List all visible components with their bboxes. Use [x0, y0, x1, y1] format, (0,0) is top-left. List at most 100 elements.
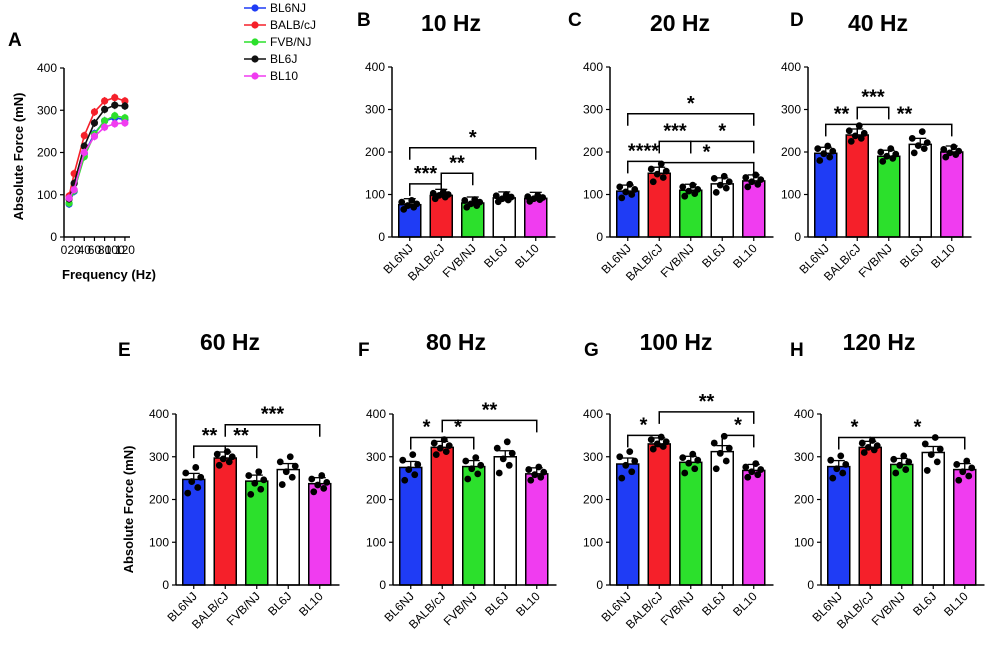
data-point	[408, 197, 416, 204]
data-point	[933, 458, 941, 466]
data-point	[507, 193, 515, 201]
category-label: BL6J	[699, 241, 728, 270]
y-tick-label: 300	[366, 450, 386, 464]
panel-letter-f: F	[358, 340, 370, 361]
data-point	[111, 93, 119, 102]
panel-title: 10 Hz	[421, 10, 481, 36]
y-tick-label: 300	[794, 450, 814, 464]
bar-bl6nj	[814, 152, 838, 238]
data-point	[816, 157, 824, 164]
data-point	[101, 117, 109, 125]
y-tick-label: 400	[37, 61, 57, 75]
data-point	[829, 474, 837, 482]
data-point	[685, 187, 693, 195]
y-tick-label: 300	[583, 103, 603, 117]
data-point	[535, 463, 543, 471]
significance-bracket	[658, 161, 755, 175]
data-point	[814, 145, 822, 153]
panel-title: 120 Hz	[843, 329, 916, 355]
data-point	[320, 484, 328, 492]
y-tick-label: 200	[781, 145, 801, 159]
data-point	[847, 137, 855, 145]
data-point	[716, 181, 724, 189]
data-point	[184, 489, 192, 497]
data-point	[288, 473, 296, 481]
category-label: BL10	[296, 589, 326, 619]
data-point	[710, 174, 718, 182]
x-tick-label: 80	[98, 243, 112, 257]
data-point	[111, 120, 119, 128]
panel-title: 80 Hz	[426, 329, 486, 355]
y-tick-label: 400	[365, 60, 385, 74]
significance-label: *	[718, 120, 726, 142]
data-point	[442, 448, 450, 456]
legend-label: BL6NJ	[270, 1, 306, 15]
data-point	[472, 454, 480, 462]
data-point	[505, 461, 513, 469]
data-point	[873, 442, 881, 450]
data-point	[618, 194, 626, 202]
significance-label: **	[482, 399, 498, 421]
category-label: FVB/NJ	[440, 241, 479, 280]
data-point	[748, 178, 756, 186]
x-tick-label: 20	[67, 243, 81, 257]
category-label: FVB/NJ	[869, 589, 908, 628]
data-point	[622, 188, 630, 196]
data-point	[927, 451, 935, 459]
y-tick-label: 100	[583, 535, 603, 549]
data-point	[689, 450, 697, 458]
panel-title: 100 Hz	[640, 329, 713, 355]
y-tick-label: 400	[366, 407, 386, 421]
category-label: BL6J	[481, 241, 510, 270]
bar-bl10	[525, 473, 549, 586]
significance-bracket	[869, 436, 966, 450]
data-point	[662, 438, 670, 446]
significance-label: ***	[414, 163, 438, 185]
data-point	[955, 476, 963, 484]
data-point	[892, 469, 900, 477]
data-point	[65, 194, 73, 202]
data-point	[953, 461, 961, 468]
data-point	[877, 148, 885, 156]
data-point	[121, 97, 129, 105]
data-point	[757, 176, 765, 184]
data-point	[754, 471, 762, 479]
data-point	[827, 456, 835, 464]
y-tick-label: 400	[149, 407, 169, 421]
data-point	[905, 458, 913, 466]
data-point	[291, 462, 299, 470]
significance-bracket	[658, 411, 755, 424]
significance-label: *	[469, 127, 477, 149]
data-point	[503, 438, 511, 446]
bar-bl6j	[493, 456, 517, 586]
data-point	[742, 463, 750, 471]
category-label: BL10	[730, 589, 760, 619]
significance-bracket	[856, 106, 890, 120]
data-point	[493, 444, 501, 452]
y-tick-label: 100	[149, 535, 169, 549]
data-point	[215, 461, 223, 469]
data-point	[950, 143, 958, 151]
y-tick-label: 200	[583, 145, 603, 159]
legend-swatch-dot	[251, 55, 259, 63]
bar-balbcj	[845, 134, 869, 238]
data-point	[829, 147, 837, 155]
data-point	[742, 174, 750, 181]
data-point	[883, 152, 891, 160]
data-point	[404, 202, 412, 209]
data-point	[720, 172, 728, 180]
data-point	[111, 101, 119, 109]
significance-label: ***	[861, 86, 885, 108]
significance-label: *	[734, 414, 742, 436]
data-point	[495, 469, 503, 477]
data-point	[476, 198, 484, 206]
data-point	[537, 473, 545, 481]
bar-fvbnj	[877, 155, 901, 238]
category-label: BL6J	[265, 589, 294, 618]
data-point	[286, 453, 294, 461]
significance-bracket	[224, 423, 321, 437]
data-point	[662, 167, 670, 175]
data-point	[525, 466, 533, 473]
data-point	[399, 456, 407, 464]
data-point	[247, 490, 255, 498]
